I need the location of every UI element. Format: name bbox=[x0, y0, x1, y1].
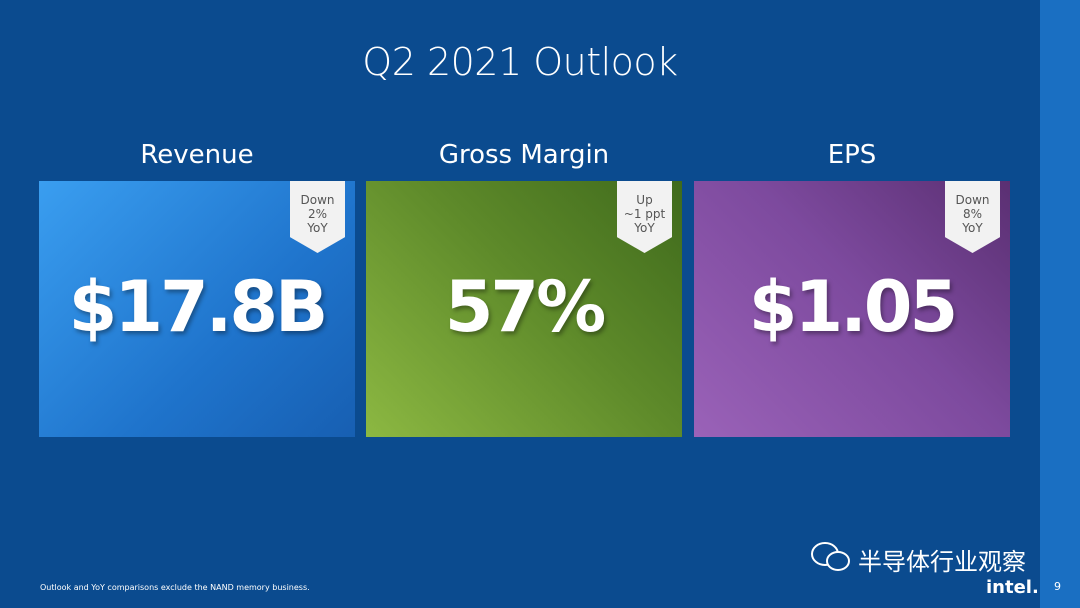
card-value: $17.8B bbox=[68, 266, 329, 348]
badge-line: 2% bbox=[307, 207, 328, 221]
watermark: 半导体行业观察 bbox=[858, 548, 1026, 576]
footnote: Outlook and YoY comparisons exclude the … bbox=[40, 583, 310, 592]
card: Down 2% YoY $17.8B bbox=[39, 181, 355, 437]
title: Q2 2021 Outlook bbox=[362, 40, 678, 84]
wechat-icon bbox=[811, 542, 850, 571]
badge-line: Up bbox=[636, 193, 653, 207]
card-value: 57% bbox=[444, 266, 607, 348]
badge: Down 2% YoY bbox=[290, 181, 345, 253]
card: Up ~1 ppt YoY 57% bbox=[366, 181, 682, 437]
card-label: EPS bbox=[827, 140, 877, 170]
card-label: Gross Margin bbox=[438, 140, 610, 170]
badge: Down 8% YoY bbox=[945, 181, 1000, 253]
badge-line: YoY bbox=[634, 221, 655, 235]
badge-line: YoY bbox=[307, 221, 328, 235]
badge-line: 8% bbox=[962, 207, 983, 221]
card-value: $1.05 bbox=[748, 266, 958, 348]
badge-line: ~1 ppt bbox=[623, 207, 666, 221]
logo: intel. bbox=[986, 577, 1039, 598]
badge: Up ~1 ppt YoY bbox=[617, 181, 672, 253]
badge-line: Down bbox=[955, 193, 990, 207]
badge-line: YoY bbox=[962, 221, 983, 235]
card: Down 8% YoY $1.05 bbox=[694, 181, 1010, 437]
card-label: Revenue bbox=[140, 140, 254, 170]
side-strip bbox=[1040, 0, 1080, 608]
page-number: 9 bbox=[1054, 580, 1061, 593]
badge-line: Down bbox=[300, 193, 335, 207]
